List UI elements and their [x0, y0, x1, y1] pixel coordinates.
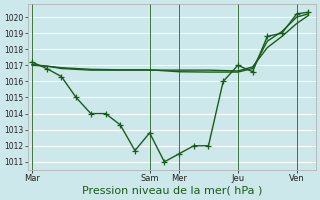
X-axis label: Pression niveau de la mer( hPa ): Pression niveau de la mer( hPa ) — [82, 186, 262, 196]
